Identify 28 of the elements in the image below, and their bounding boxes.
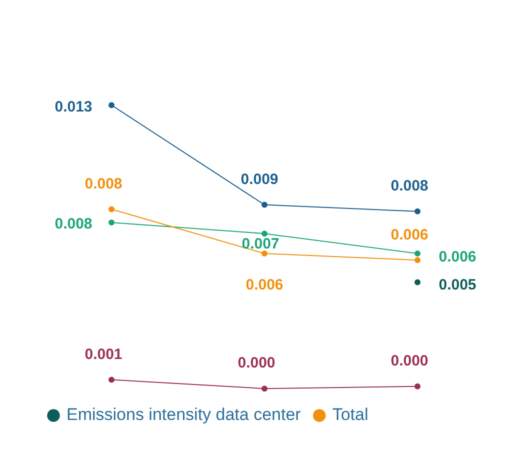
data-label: 0.001 [84, 346, 122, 363]
point [414, 208, 420, 214]
data-label: 0.007 [242, 236, 280, 253]
point [108, 102, 114, 108]
point [262, 202, 268, 208]
point [414, 250, 420, 256]
data-label: 0.008 [390, 178, 428, 195]
point [108, 206, 114, 212]
data-label: 0.006 [438, 248, 476, 266]
point [108, 220, 114, 226]
legend-label: Total [332, 405, 368, 424]
point [414, 279, 420, 286]
point [262, 250, 268, 256]
point [108, 376, 114, 383]
data-label: 0.005 [438, 276, 476, 294]
legend-label: Emissions intensity data center [66, 405, 302, 424]
data-label: 0.008 [54, 216, 92, 233]
data-label: 0.009 [240, 170, 278, 188]
data-label: 0.000 [390, 352, 428, 370]
point [262, 230, 268, 237]
point [414, 383, 420, 390]
data-label: 0.006 [246, 276, 284, 294]
data-label: 0.006 [390, 226, 428, 244]
data-label: 0.008 [84, 175, 122, 192]
point [414, 257, 420, 264]
data-label: 0.013 [54, 98, 92, 116]
point [262, 386, 268, 392]
data-label: 0.000 [238, 354, 276, 372]
